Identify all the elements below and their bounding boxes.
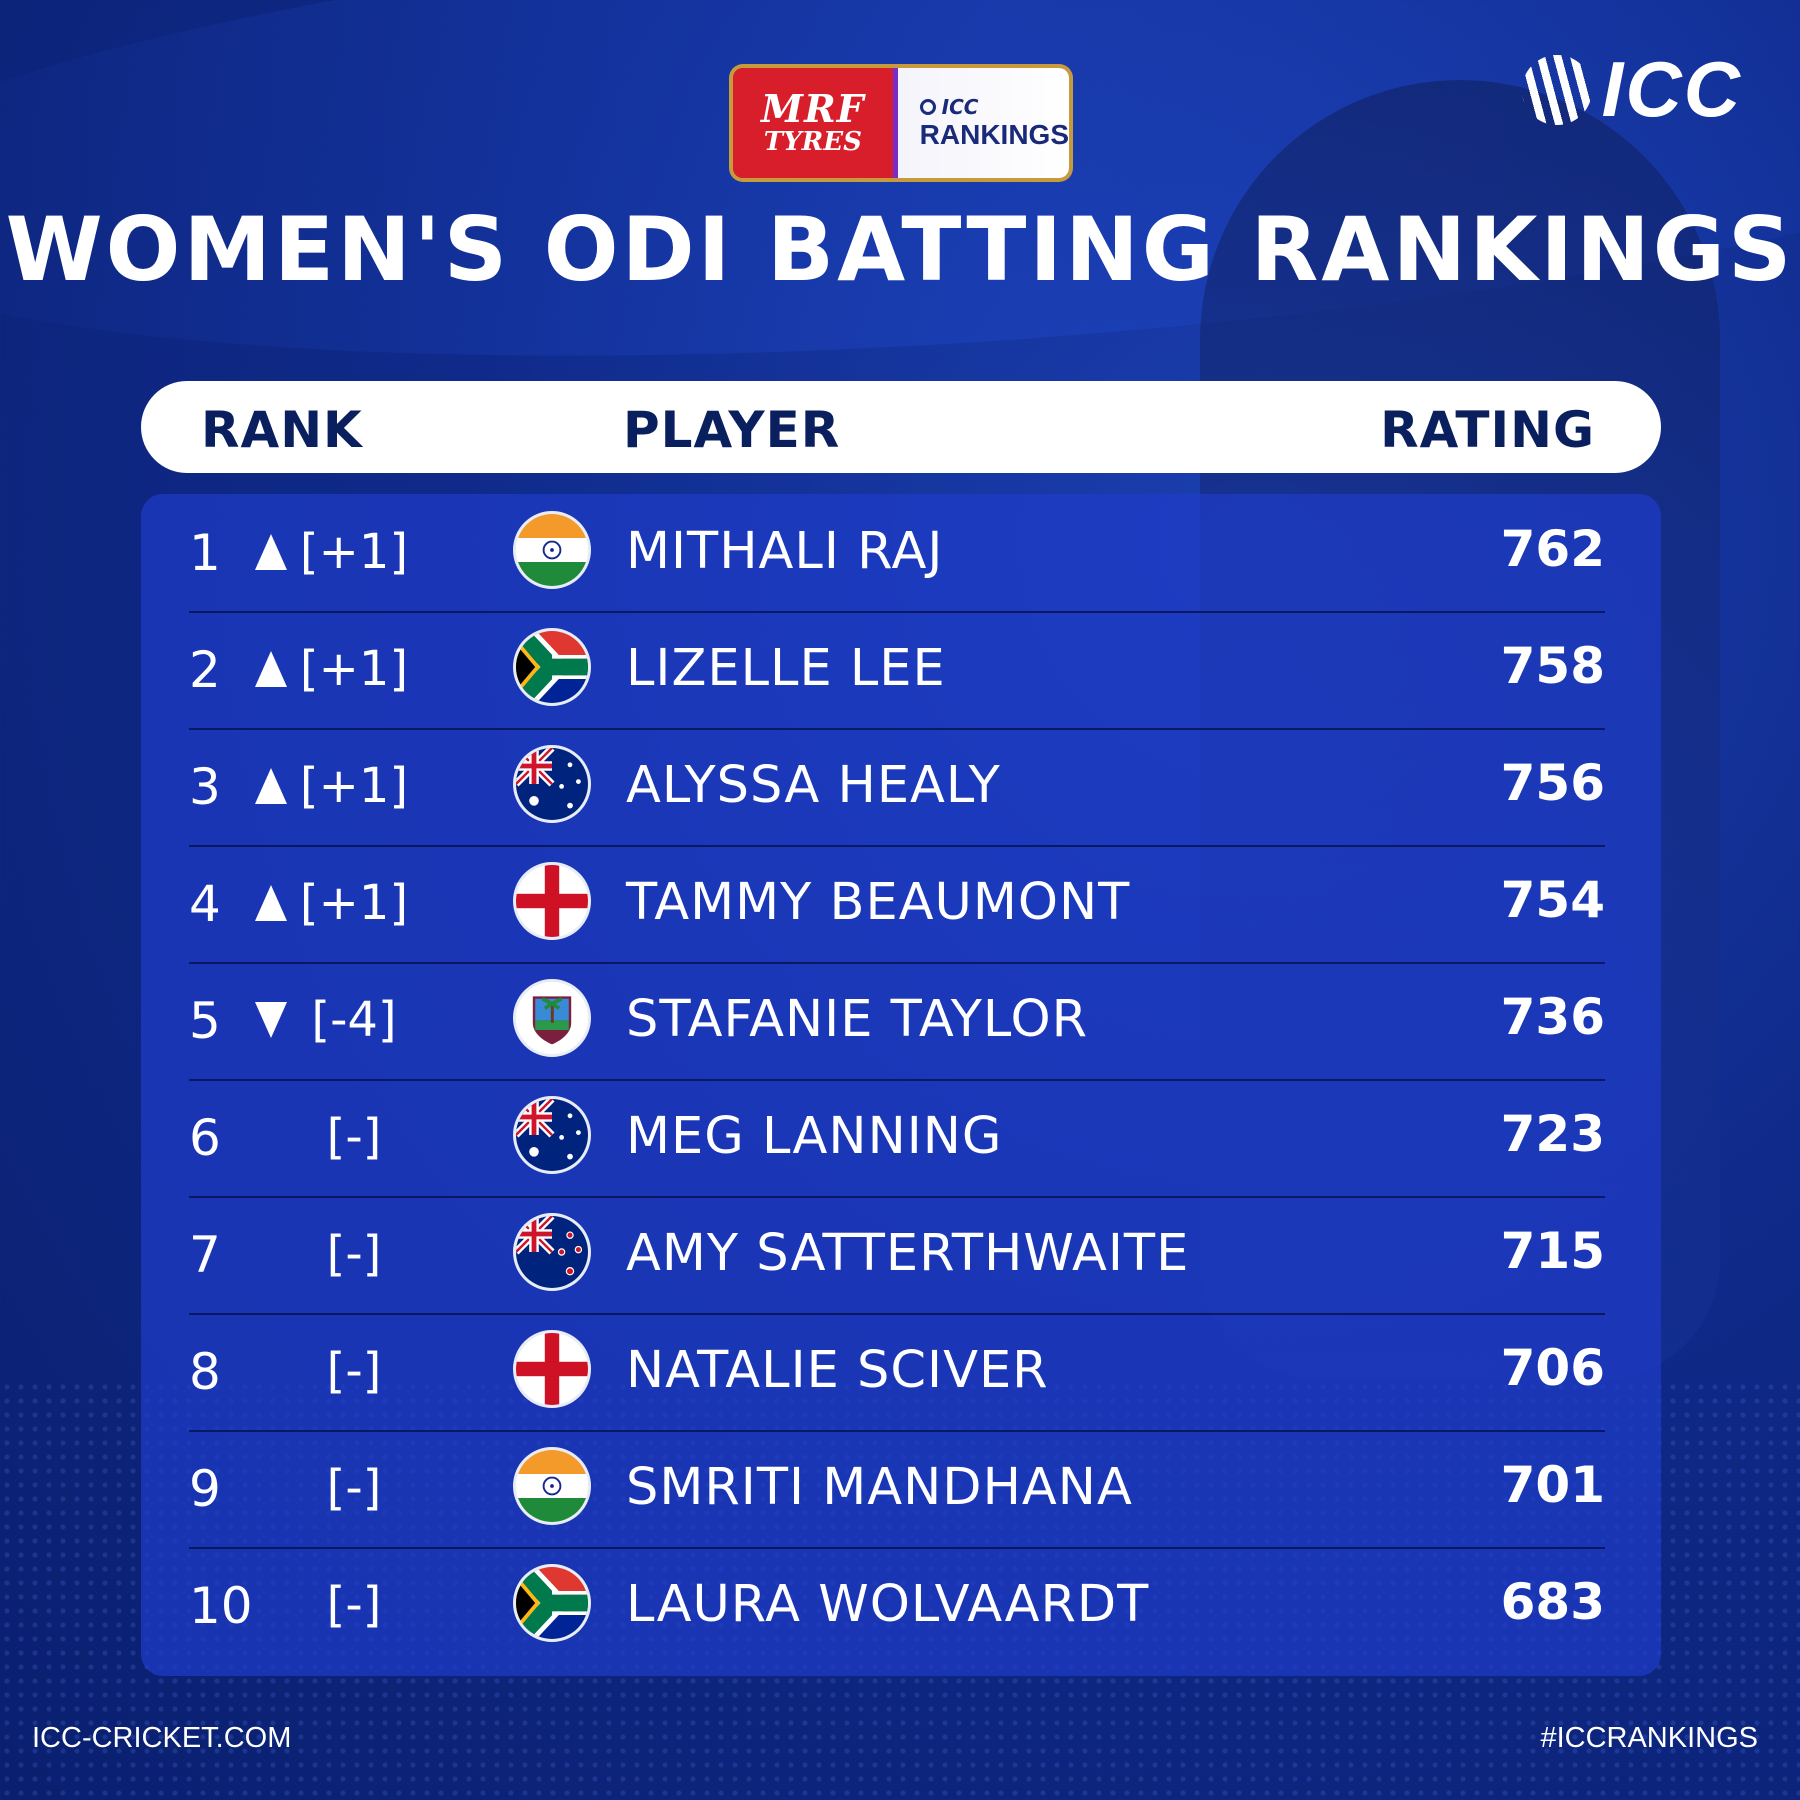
table-row: 6 [-] MEG LANNING 723: [189, 1079, 1605, 1198]
south-africa-flag-icon: [513, 1564, 591, 1642]
player-rating: 706: [1500, 1339, 1605, 1397]
rank-number: 6: [189, 1109, 221, 1167]
arrow-up-icon: [255, 534, 287, 570]
rank-number: 1: [189, 524, 221, 582]
south-africa-flag-icon: [513, 628, 591, 706]
rank-change: [-4]: [311, 992, 397, 1048]
table-row: 7 [-] AMY SATTERTHWAITE 715: [189, 1196, 1605, 1315]
table-row: 1 [+1] MITHALI RAJ 762: [189, 494, 1605, 613]
player-name: MITHALI RAJ: [626, 522, 944, 581]
rank-change: [-]: [326, 1109, 382, 1165]
icc-logo: ICC: [1521, 44, 1742, 135]
mrf-tyres-logo: MRF TYRES: [733, 68, 893, 178]
player-rating: 758: [1500, 637, 1605, 695]
table-header: RANK PLAYER RATING: [141, 381, 1661, 473]
player-rating: 754: [1500, 871, 1605, 929]
new-zealand-flag-icon: [513, 1213, 591, 1291]
rankings-text: RANKINGS: [919, 119, 1069, 150]
icc-small-text: ICC: [941, 95, 979, 119]
india-flag-icon: [513, 1447, 591, 1525]
player-name: LAURA WOLVAARDT: [626, 1575, 1150, 1634]
player-name: AMY SATTERTHWAITE: [626, 1224, 1190, 1283]
table-row: 4 [+1] TAMMY BEAUMONT 754: [189, 845, 1605, 964]
mrf-text: MRF: [761, 86, 865, 131]
page-title: WOMEN'S ODI BATTING RANKINGS: [5, 198, 1795, 301]
player-rating: 723: [1500, 1105, 1605, 1163]
rankings-table: 1 [+1] MITHALI RAJ 762 2 [+1] LIZELLE LEE 758 3[…: [141, 494, 1661, 1676]
table-row: 9 [-] SMRITI MANDHANA 701: [189, 1430, 1605, 1549]
rank-number: 3: [189, 758, 221, 816]
player-rating: 715: [1500, 1222, 1605, 1280]
icc-small-label: ICC: [919, 95, 1069, 119]
tyres-text: TYRES: [763, 127, 862, 157]
rank-number: 8: [189, 1343, 221, 1401]
arrow-up-icon: [255, 651, 287, 687]
player-name: NATALIE SCIVER: [626, 1341, 1049, 1400]
player-name: MEG LANNING: [626, 1107, 1003, 1166]
player-name: LIZELLE LEE: [626, 639, 946, 698]
player-name: TAMMY BEAUMONT: [626, 873, 1131, 932]
rank-number: 2: [189, 641, 221, 699]
rank-change: [+1]: [299, 524, 409, 580]
player-name: STAFANIE TAYLOR: [626, 990, 1089, 1049]
header-rating: RATING: [1380, 401, 1595, 459]
player-rating: 683: [1500, 1573, 1605, 1631]
england-flag-icon: [513, 1330, 591, 1408]
arrow-down-icon: [255, 1002, 287, 1038]
england-flag-icon: [513, 862, 591, 940]
rank-change: [+1]: [299, 641, 409, 697]
cricket-ball-icon: [1521, 54, 1592, 125]
table-row: 2 [+1] LIZELLE LEE 758: [189, 611, 1605, 730]
india-flag-icon: [513, 511, 591, 589]
table-row: 8 [-] NATALIE SCIVER 706: [189, 1313, 1605, 1432]
rank-number: 5: [189, 992, 221, 1050]
rank-number: 10: [189, 1577, 253, 1635]
header-player: PLAYER: [623, 401, 841, 459]
cricket-ball-icon: [919, 99, 936, 115]
player-rating: 701: [1500, 1456, 1605, 1514]
website-url: ICC-CRICKET.COM: [32, 1722, 292, 1754]
australia-flag-icon: [513, 1096, 591, 1174]
player-name: SMRITI MANDHANA: [626, 1458, 1133, 1517]
rank-change: [-]: [326, 1343, 382, 1399]
arrow-up-icon: [255, 885, 287, 921]
rank-number: 4: [189, 875, 221, 933]
player-name: ALYSSA HEALY: [626, 756, 1001, 815]
rank-change: [+1]: [299, 758, 409, 814]
rank-number: 7: [189, 1226, 221, 1284]
player-rating: 762: [1500, 520, 1605, 578]
rank-change: [+1]: [299, 875, 409, 931]
rank-change: [-]: [326, 1226, 382, 1282]
player-rating: 756: [1500, 754, 1605, 812]
header-rank: RANK: [201, 401, 363, 459]
australia-flag-icon: [513, 745, 591, 823]
table-row: 5 [-4] STAFANIE TAYLOR 736: [189, 962, 1605, 1081]
hashtag: #ICCRANKINGS: [1540, 1722, 1758, 1754]
icc-logo-text: ICC: [1601, 45, 1742, 133]
west-indies-flag-icon: [513, 979, 591, 1057]
table-row: 3 [+1] ALYSSA HEALY 756: [189, 728, 1605, 847]
rank-number: 9: [189, 1460, 221, 1518]
rank-change: [-]: [326, 1460, 382, 1516]
arrow-up-icon: [255, 768, 287, 804]
player-rating: 736: [1500, 988, 1605, 1046]
icc-rankings-logo: ICC RANKINGS: [892, 68, 1069, 178]
table-row: 10 [-] LAURA WOLVAARDT 683: [189, 1547, 1605, 1664]
sponsor-logo: MRF TYRES ICC RANKINGS: [733, 68, 1069, 178]
rank-change: [-]: [326, 1577, 382, 1633]
